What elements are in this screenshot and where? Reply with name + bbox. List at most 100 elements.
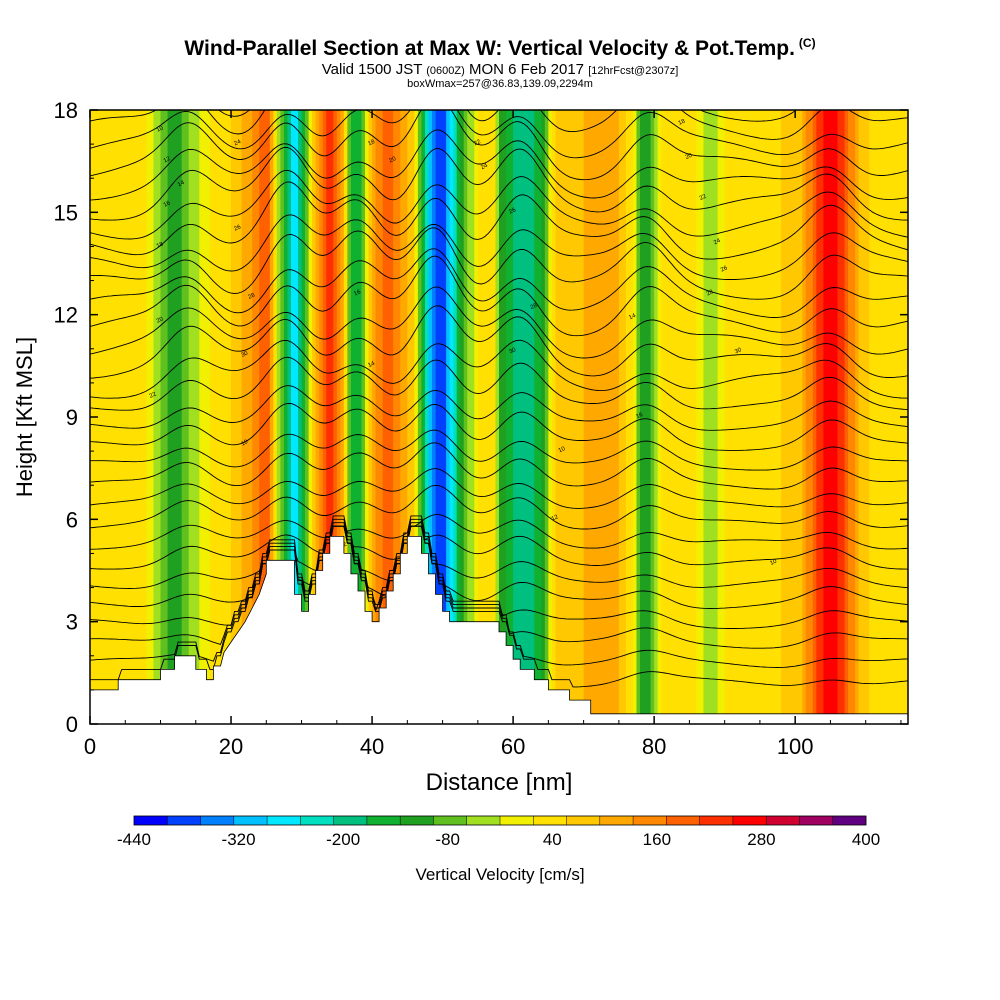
velocity-cell [209, 110, 215, 724]
colorbar-swatch [533, 816, 567, 825]
velocity-cell [213, 110, 218, 724]
contour-label: 26 [720, 265, 729, 274]
contour-label: 24 [233, 139, 242, 148]
velocity-cell [664, 110, 669, 724]
valid-utc: (0600Z) [426, 65, 465, 77]
colorbar-tick-label: 160 [643, 830, 671, 849]
velocity-cell [759, 110, 765, 724]
valid-prefix: Valid 1500 JST [321, 61, 423, 78]
velocity-cell [139, 110, 144, 724]
velocity-cell [276, 110, 281, 724]
velocity-cell [541, 110, 546, 724]
contour-label: 26 [233, 224, 242, 233]
velocity-cell [114, 110, 119, 724]
velocity-cell [774, 110, 779, 724]
velocity-cell [879, 110, 884, 724]
velocity-cell [562, 110, 567, 724]
velocity-cell [195, 110, 200, 724]
velocity-cell [587, 110, 592, 724]
axes: 0 20 40 60 80 100 0 3 6 9 12 15 18 Distance [nm] Heigh… [12, 98, 908, 796]
contour-label: 14 [367, 361, 376, 370]
contour-label: 12 [163, 156, 172, 165]
contour-label: 22 [473, 139, 482, 148]
velocity-cell [692, 110, 698, 724]
contour-label: 20 [156, 316, 165, 325]
velocity-cell [178, 110, 183, 724]
contour-label: 16 [353, 289, 362, 298]
velocity-cell [618, 110, 624, 724]
theta-contour [90, 248, 908, 318]
contour-label: 28 [530, 303, 539, 312]
velocity-cell [499, 110, 504, 724]
velocity-cell [671, 110, 676, 724]
velocity-cell [393, 110, 398, 724]
velocity-cell [481, 110, 486, 724]
velocity-cell [728, 110, 733, 724]
velocity-cell [463, 110, 468, 724]
velocity-cell [608, 110, 613, 724]
contour-label: 18 [156, 241, 165, 250]
velocity-cell [467, 110, 472, 724]
copyright-mark: (C) [798, 36, 816, 50]
theta-contour [217, 110, 797, 122]
theta-contour [90, 181, 908, 260]
velocity-cell [735, 110, 740, 724]
colorbar-swatch [466, 816, 501, 825]
velocity-cell [537, 110, 542, 724]
velocity-cell [636, 110, 641, 724]
velocity-cell [580, 110, 585, 724]
velocity-cell [259, 110, 264, 724]
velocity-cell [848, 110, 853, 724]
velocity-cell [527, 110, 532, 724]
velocity-cell [322, 110, 327, 724]
contour-label: 30 [240, 350, 249, 359]
theta-contour [90, 468, 908, 509]
forecast-info: [12hrFcst@2307z] [588, 65, 679, 77]
x-tick-label: 100 [777, 734, 814, 759]
velocity-cell [872, 110, 877, 724]
y-tick-label: 15 [54, 200, 78, 225]
x-tick-label: 40 [360, 734, 384, 759]
velocity-cell [132, 110, 137, 724]
contour-label: 10 [240, 439, 249, 448]
velocity-cell [350, 110, 356, 724]
velocity-cell [601, 110, 606, 724]
velocity-cell [315, 110, 320, 724]
y-tick-label: 6 [66, 507, 78, 532]
velocity-cell [731, 110, 736, 724]
velocity-cell [724, 110, 729, 724]
colorbar-swatch [300, 816, 334, 825]
velocity-cell [640, 110, 645, 724]
theta-contour [90, 339, 908, 399]
x-tick-label: 80 [642, 734, 666, 759]
velocity-cell [745, 110, 750, 724]
theta-contour [90, 484, 908, 530]
velocity-cell [305, 110, 310, 724]
y-axis-label: Height [Kft MSL] [12, 337, 37, 497]
velocity-cell [417, 110, 423, 724]
contour-label: 14 [177, 180, 186, 189]
velocity-cell [361, 110, 366, 724]
velocity-cell [558, 110, 564, 724]
velocity-cell [742, 110, 747, 724]
velocity-cell [340, 110, 345, 724]
velocity-cell [255, 110, 260, 724]
theta-contour [90, 442, 908, 490]
velocity-cell [893, 110, 899, 724]
x-tick-label: 20 [219, 734, 243, 759]
velocity-cell [446, 110, 451, 724]
velocity-cell [855, 110, 860, 724]
y-tick-label: 18 [54, 98, 78, 123]
velocity-cell [865, 110, 870, 724]
velocity-cell [826, 110, 832, 724]
velocity-cell [396, 110, 401, 724]
velocity-cell [326, 110, 331, 724]
velocity-cell [121, 110, 126, 724]
velocity-cell [234, 110, 239, 724]
velocity-cell [615, 110, 620, 724]
velocity-cell [220, 110, 225, 724]
velocity-cell [171, 110, 176, 724]
velocity-cell [604, 110, 609, 724]
velocity-cell [192, 110, 197, 724]
theta-contour [90, 525, 908, 570]
